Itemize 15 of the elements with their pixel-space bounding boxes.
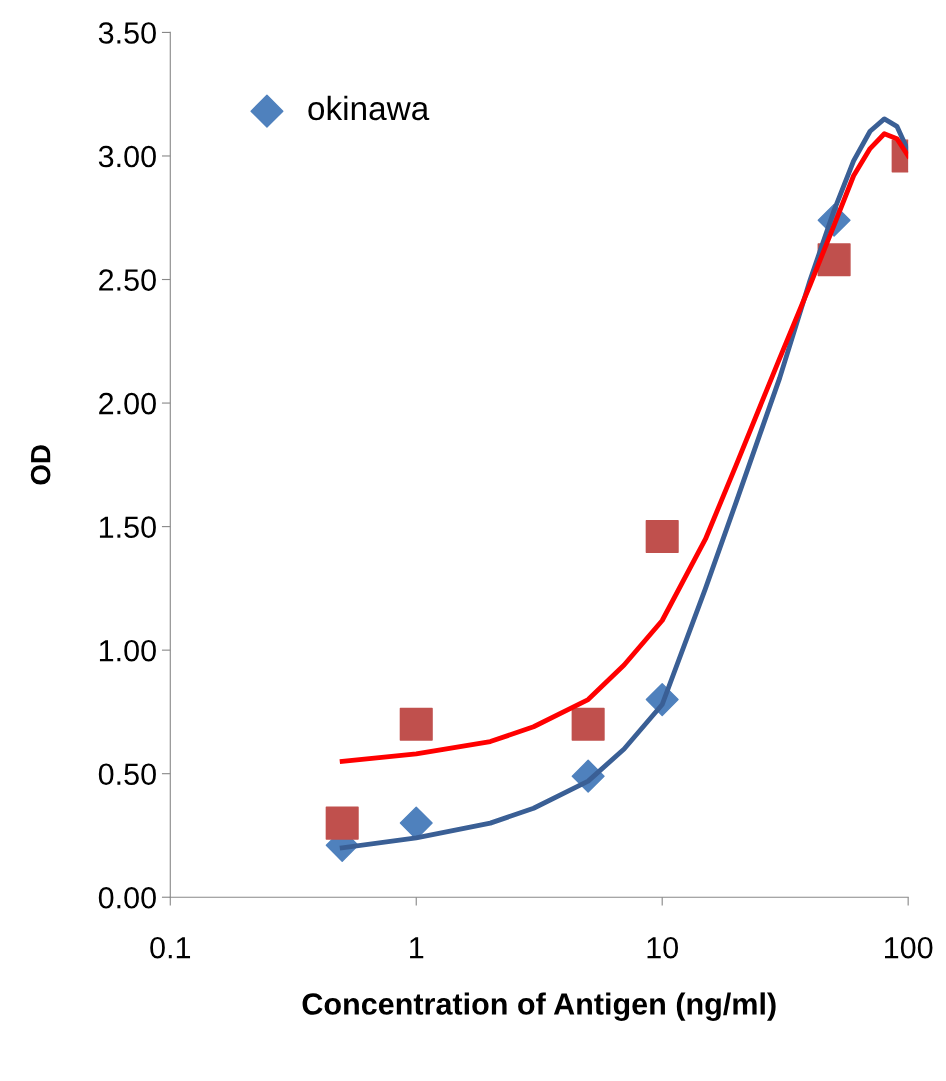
x-tick-label: 1 xyxy=(410,937,424,959)
y-tick-label: 0.50 xyxy=(98,763,156,786)
x-tick-label: 0.1 xyxy=(150,936,191,959)
y-tick-label: 1.50 xyxy=(99,516,156,538)
y-tick-label: 3.00 xyxy=(98,145,156,168)
x-tick-label: 10 xyxy=(647,936,678,959)
y-tick-label: 0.00 xyxy=(98,886,156,909)
x-axis-title: Concentration of Antigen (ng/ml) xyxy=(302,992,776,1021)
y-tick-label: 2.50 xyxy=(99,269,156,291)
y-tick-label: 2.00 xyxy=(99,392,156,415)
y-tick-label: 1.00 xyxy=(99,639,156,662)
y-tick-label: 3.50 xyxy=(98,22,156,44)
y-axis-title: OD xyxy=(30,445,51,485)
x-tick-label: 100 xyxy=(885,936,933,959)
legend-label: okinawa xyxy=(308,95,430,121)
